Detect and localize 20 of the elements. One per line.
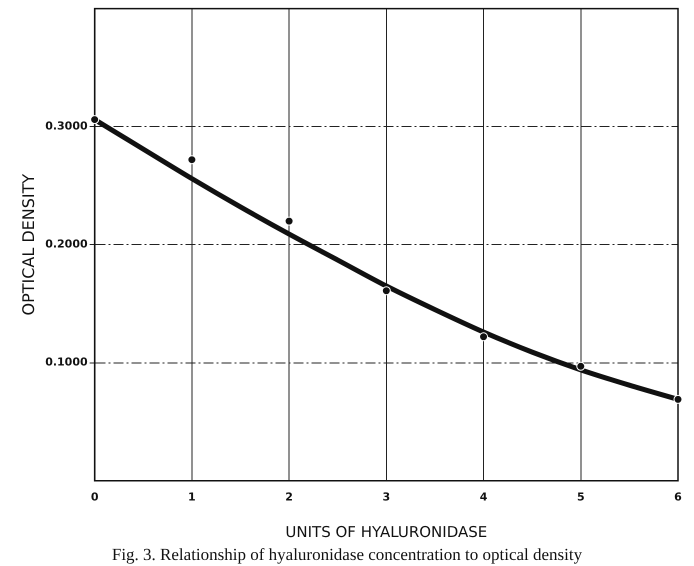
y-axis-title: OPTICAL DENSITY <box>18 174 38 316</box>
point <box>382 286 391 296</box>
x-tick-label: 2 <box>285 490 293 504</box>
point <box>90 115 100 124</box>
caption: Fig. 3. Relationship of hyaluronidase concentration to optical density <box>112 544 583 564</box>
point <box>284 216 294 226</box>
point <box>479 332 488 342</box>
x-tick-label: 6 <box>674 490 682 504</box>
x-axis-title: UNITS OF HYALURONIDASE <box>285 522 488 541</box>
y-tick-label: 0.3000 <box>45 120 88 133</box>
point <box>187 155 196 164</box>
x-tick-label: 5 <box>576 490 585 504</box>
y-tick-label: 0.1000 <box>45 356 88 369</box>
x-tick-label: 3 <box>382 490 390 504</box>
point <box>674 394 682 404</box>
x-tick-label: 4 <box>480 490 488 504</box>
y-tick-label: 0.2000 <box>45 238 88 251</box>
x-tick-label: 0 <box>90 490 99 504</box>
x-tick-label: 1 <box>188 490 196 504</box>
point <box>576 362 586 371</box>
